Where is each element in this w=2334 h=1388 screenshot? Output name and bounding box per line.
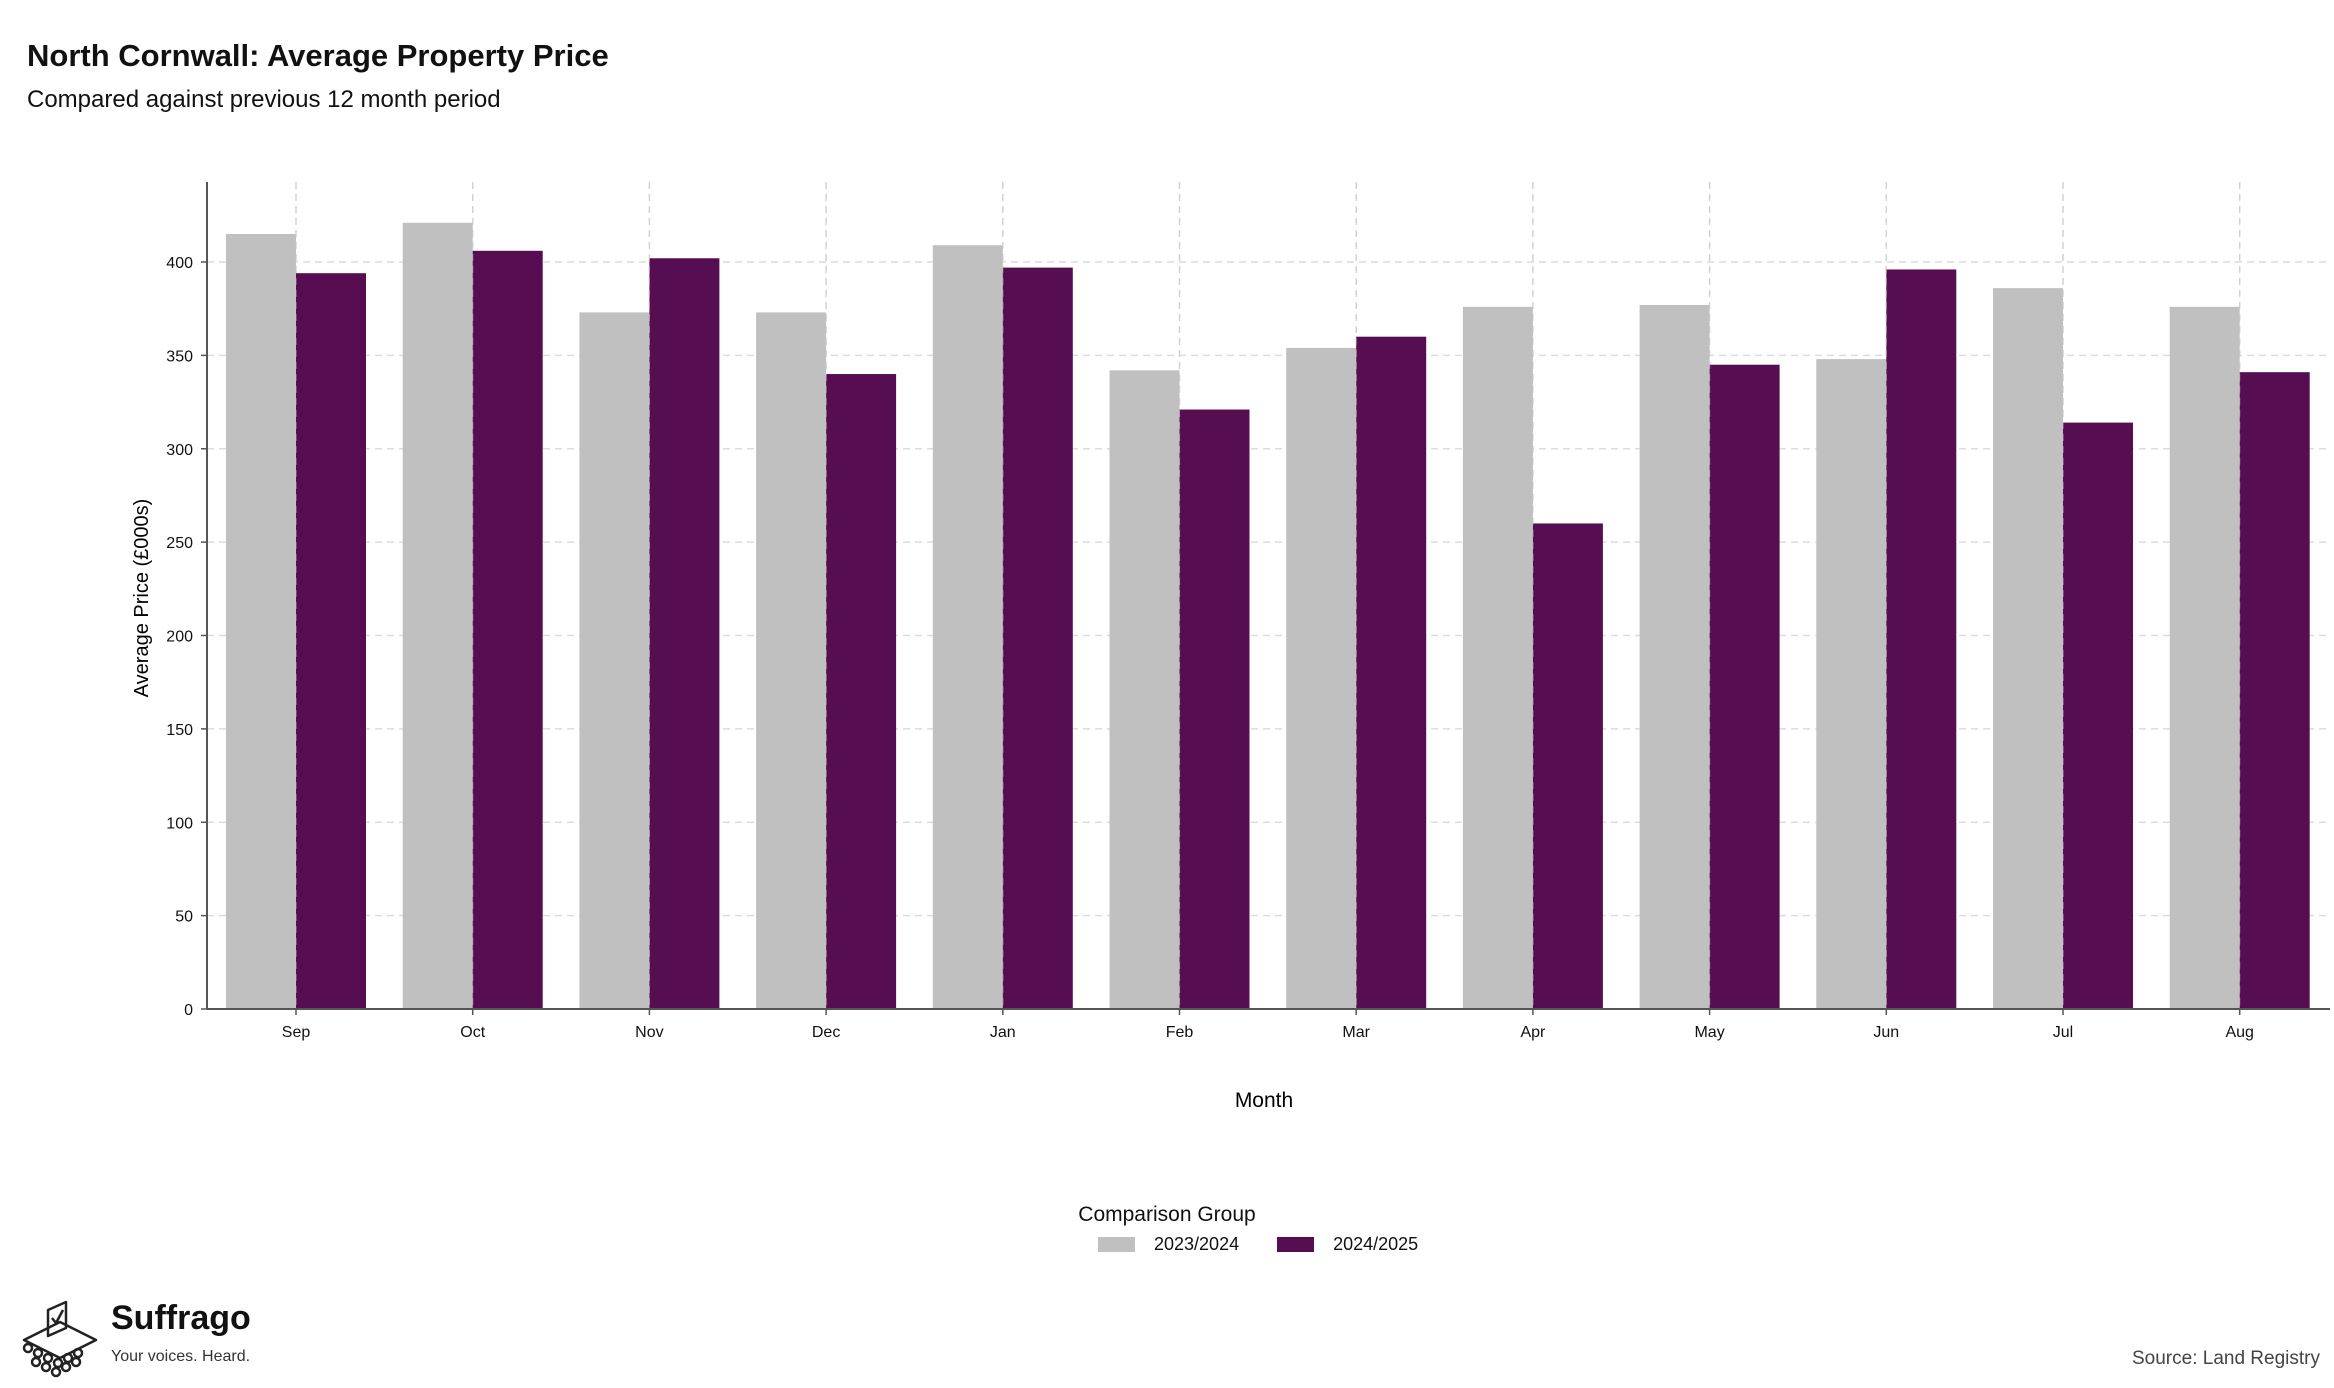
bar-2024-2025-feb [1179,409,1250,1010]
bar-2024-2025-may [1709,364,1780,1009]
bar-chart: 0 50 100 150 200 250 300 350 400 Sep Oct Nov Dec Jan F… [131,182,2330,1112]
x-tick-label: Dec [812,1024,840,1041]
ballot-box-logo-icon [22,1300,98,1378]
chart-title: North Cornwall: Average Property Price [27,38,609,73]
x-tick-label: Feb [1166,1024,1194,1041]
bar-2023-2024-may [1639,304,1710,1009]
x-tick-label: Nov [635,1024,663,1041]
legend-item-2024-2025: 2024/2025 [1277,1234,1418,1255]
bar-2023-2024-aug [2169,306,2240,1009]
x-axis-label: Month [1235,1089,1293,1112]
legend-label-2023-2024: 2023/2024 [1154,1234,1240,1254]
bar-2024-2025-jul [2063,422,2133,1010]
y-tick-label: 150 [166,722,193,739]
bar-2024-2025-nov [649,258,720,1009]
bar-2024-2025-jun [1886,269,1957,1010]
x-tick-label: Jun [1873,1024,1899,1041]
brand-tagline: Your voices. Heard. [111,1348,251,1365]
bar-2024-2025-jan [1002,267,1073,1009]
bar-2023-2024-jun [1816,359,1887,1009]
legend-swatch-2023-2024 [1098,1237,1135,1252]
bar-2023-2024-apr [1462,306,1533,1009]
bar-2024-2025-apr [1532,523,1603,1009]
legend-swatch-2024-2025 [1277,1237,1315,1252]
axes: 0 50 100 150 200 250 300 350 400 Sep Oct Nov Dec Jan F… [166,182,2330,1041]
x-tick-label: Mar [1342,1024,1370,1041]
bar-2023-2024-nov [579,312,650,1009]
y-tick-label: 100 [166,815,193,832]
bar-2023-2024-feb [1109,370,1180,1009]
bar-2023-2024-dec [756,312,827,1009]
bar-2023-2024-mar [1286,347,1357,1009]
bar-2023-2024-jan [932,245,1003,1009]
bar-2024-2025-aug [2239,372,2310,1009]
bar-2024-2025-sep [296,273,366,1010]
bar-2023-2024-oct [402,222,473,1010]
y-axis-label: Average Price (£000s) [131,499,153,698]
y-tick-label: 50 [175,909,193,926]
y-tick-label: 0 [184,1002,193,1019]
brand-name: Suffrago [111,1299,251,1337]
x-tick-label: Jan [990,1024,1016,1041]
x-tick-label: Oct [460,1024,485,1041]
legend: 2023/2024 2024/2025 [1098,1234,1456,1255]
bar-2024-2025-dec [826,374,897,1009]
bars [226,182,2310,1010]
x-tick-label: Aug [2225,1024,2253,1041]
x-tick-label: Sep [282,1024,311,1041]
y-tick-label: 200 [166,629,193,646]
y-tick-label: 250 [166,535,193,552]
bar-2023-2024-sep [226,233,296,1010]
legend-title: Comparison Group [1078,1203,1256,1226]
x-tick-label: Apr [1520,1024,1546,1041]
x-tick-label: Jul [2053,1024,2073,1041]
chart-subtitle: Compared against previous 12 month perio… [27,86,501,113]
source-note: Source: Land Registry [2132,1348,2320,1369]
y-tick-label: 350 [166,348,193,365]
x-tick-label: May [1694,1024,1724,1041]
legend-label-2024-2025: 2024/2025 [1333,1234,1419,1254]
bar-2024-2025-mar [1356,336,1427,1009]
y-tick-label: 400 [166,255,193,272]
y-tick-label: 300 [166,442,193,459]
bar-2024-2025-oct [472,250,543,1010]
bar-2023-2024-jul [1993,288,2063,1009]
legend-item-2023-2024: 2023/2024 [1098,1234,1239,1255]
